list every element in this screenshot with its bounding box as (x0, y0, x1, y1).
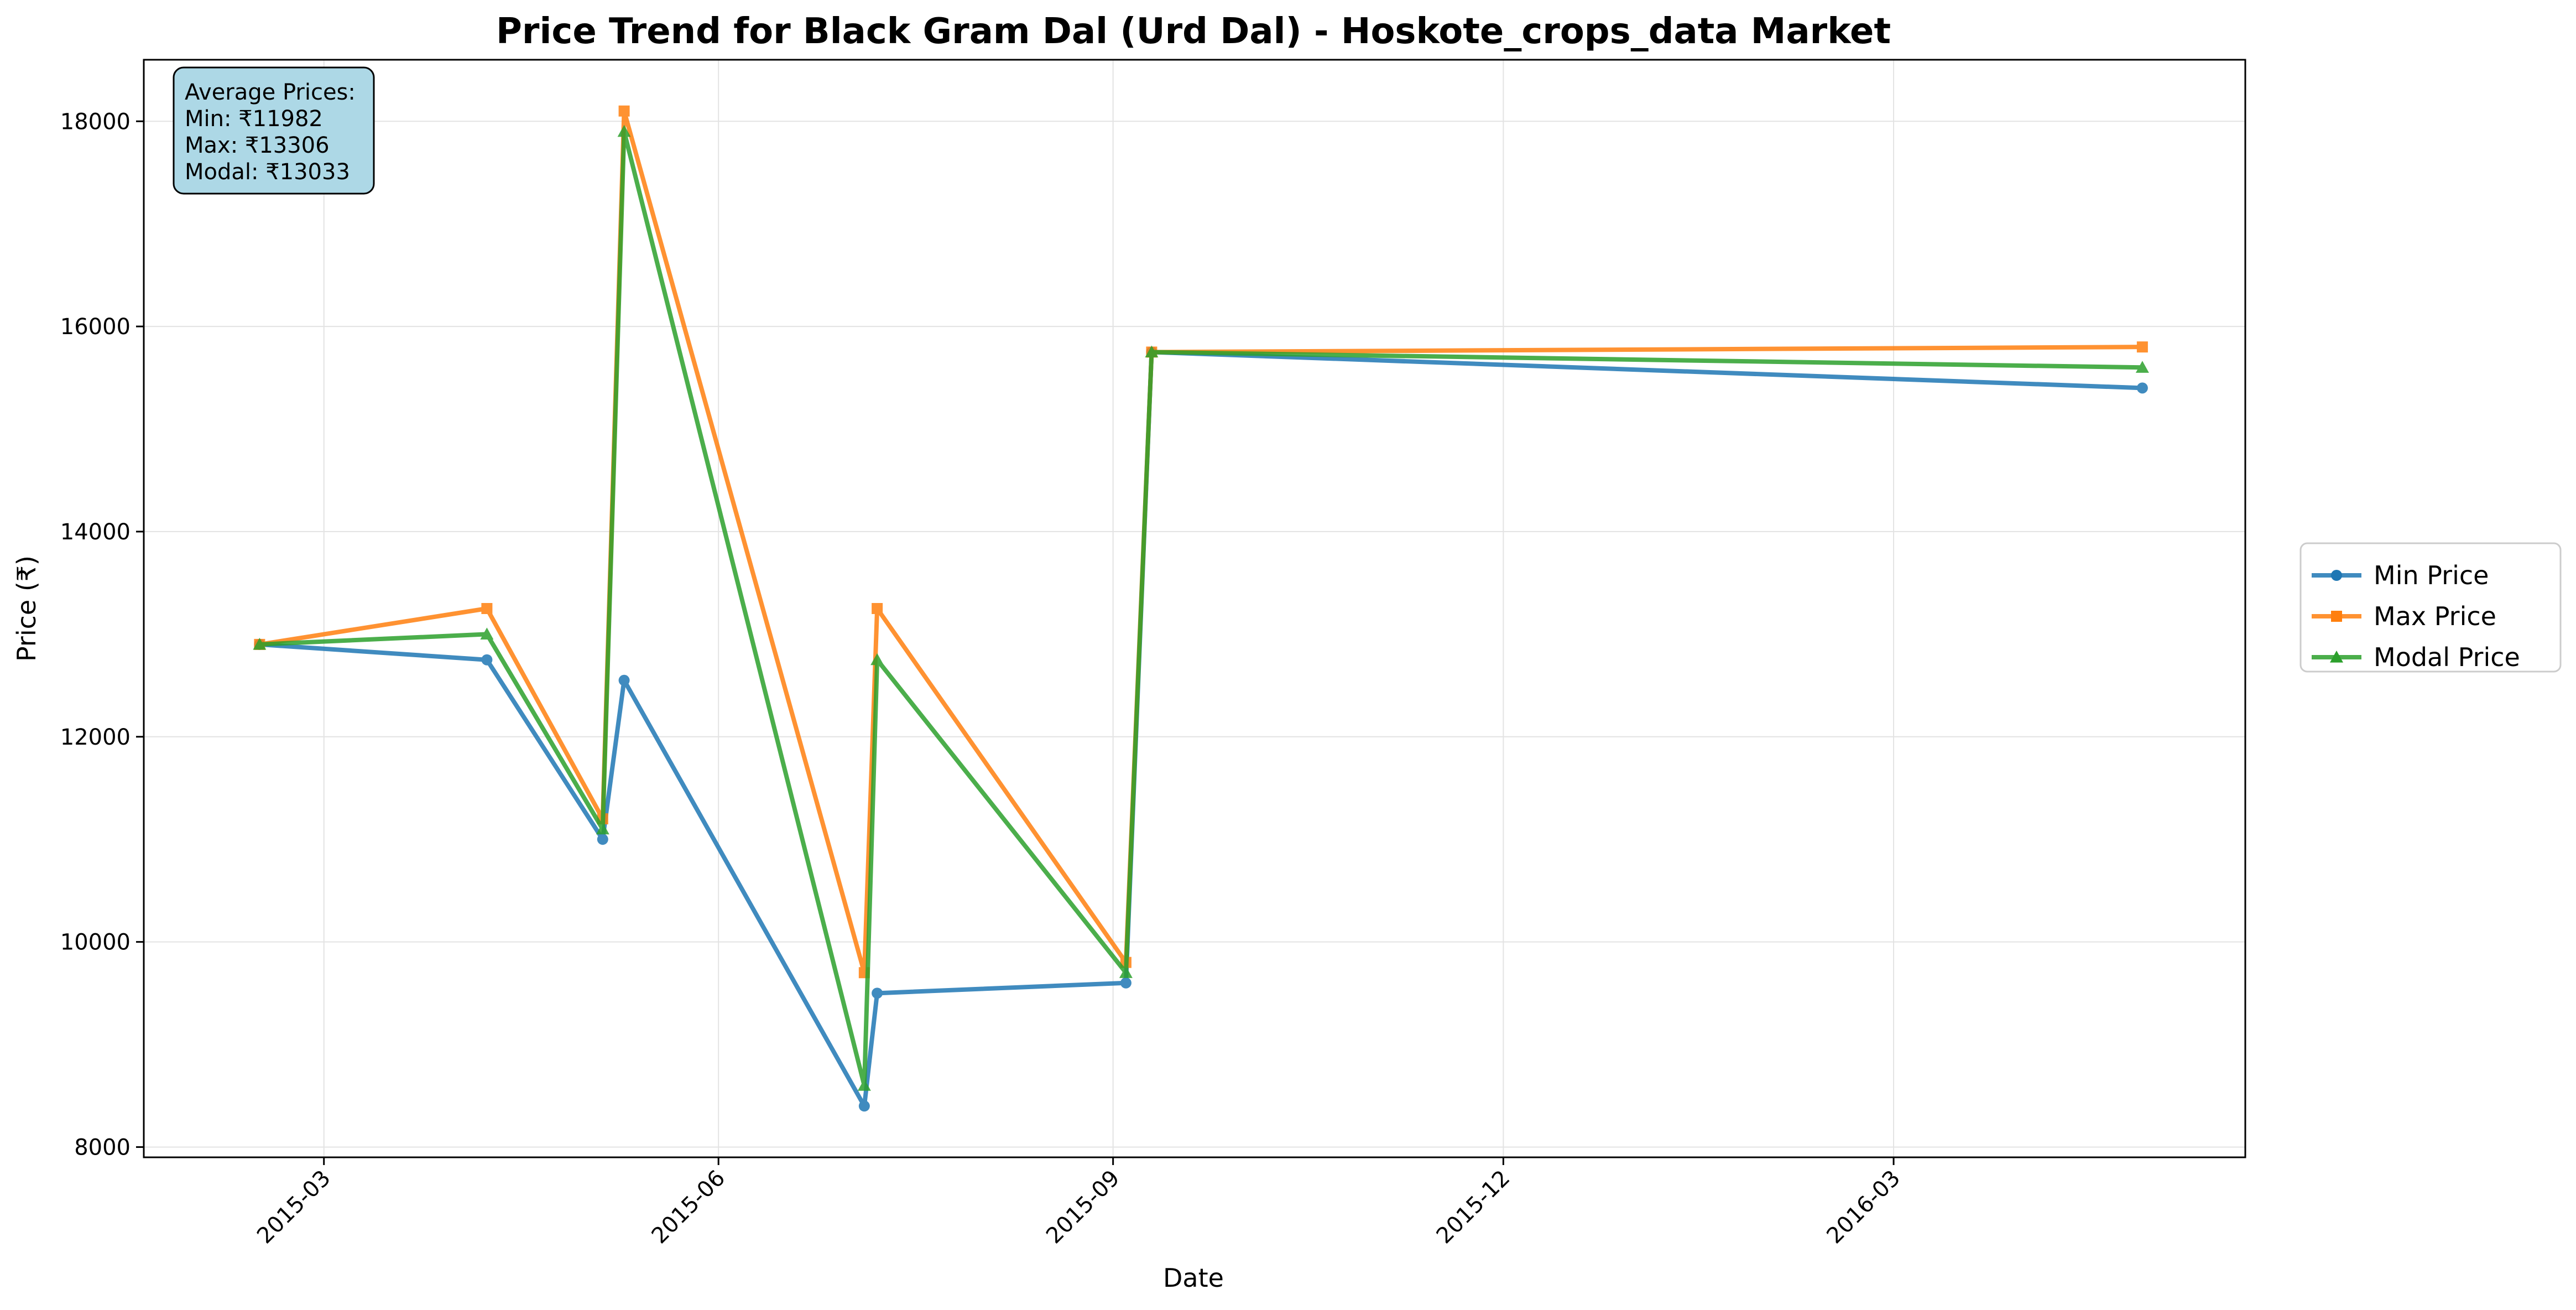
x-axis-label: Date (1163, 1263, 1224, 1293)
max-price-point (481, 603, 493, 614)
chart-title: Price Trend for Black Gram Dal (Urd Dal)… (496, 11, 1891, 52)
modal-price-point (1119, 966, 1133, 978)
max-price-point (872, 603, 883, 614)
min-price-point (481, 654, 493, 666)
modal-price-series (253, 124, 2149, 1091)
annotation-line-title: Average Prices: (185, 80, 356, 105)
legend-marker-max-price (2331, 611, 2342, 622)
modal-price-point (870, 653, 884, 666)
y-tick-label: 16000 (60, 314, 131, 340)
modal-price-point (1145, 345, 1159, 358)
y-tick-label: 12000 (60, 725, 131, 750)
max-price-point (2136, 341, 2148, 353)
y-tick-label: 18000 (60, 109, 131, 134)
y-tick-label: 10000 (60, 930, 131, 955)
legend-label-min-price: Min Price (2374, 560, 2489, 590)
y-tick-label: 14000 (60, 519, 131, 545)
annotation-line-min: Min: ₹11982 (185, 106, 323, 132)
min-price-point (2136, 382, 2148, 394)
annotation-background (173, 66, 375, 195)
modal-price-point (253, 637, 267, 650)
max-price-point (618, 105, 630, 117)
min-price-point (858, 1100, 870, 1112)
min-price-point (872, 987, 883, 999)
legend-label-modal-price: Modal Price (2374, 642, 2520, 672)
modal-price-point (596, 822, 609, 835)
min-price-point (618, 674, 630, 686)
y-axis: 8000 10000 12000 14000 16000 18000 (60, 109, 144, 1160)
annotation-line-max: Max: ₹13306 (185, 133, 330, 158)
legend: Min Price Max Price Modal Price (2299, 542, 2562, 673)
min-price-point (1120, 977, 1131, 989)
plot-frame (143, 59, 2246, 1158)
grid-lines (144, 60, 2245, 1157)
series-group (253, 105, 2149, 1112)
legend-frame (2299, 542, 2562, 673)
legend-items: Min Price Max Price Modal Price (2312, 560, 2520, 672)
y-axis-label: Price (₹) (12, 555, 41, 662)
modal-price-point (617, 124, 631, 137)
modal-price-point (857, 1079, 871, 1091)
legend-marker-modal-price (2330, 651, 2343, 663)
average-prices-annotation: Average Prices: Min: ₹11982 Max: ₹13306 … (173, 66, 375, 195)
y-tick-label: 8000 (74, 1135, 131, 1160)
annotation-line-modal: Modal: ₹13033 (185, 159, 350, 185)
min-price-point (597, 834, 608, 845)
legend-marker-min-price (2331, 570, 2342, 581)
modal-price-point (480, 627, 494, 640)
legend-label-max-price: Max Price (2374, 601, 2496, 631)
modal-price-point (2135, 361, 2149, 373)
